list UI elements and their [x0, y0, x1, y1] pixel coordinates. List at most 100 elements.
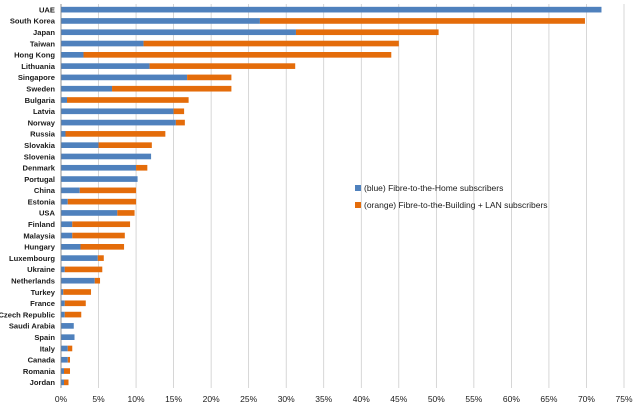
category-label-denmark: Denmark [23, 164, 56, 173]
x-tick-label-1: 5% [92, 394, 105, 404]
bar-jordan-series-0 [61, 379, 65, 386]
category-label-bulgaria: Bulgaria [25, 96, 56, 105]
category-label-ukraine: Ukraine [27, 265, 55, 274]
bar-hong-kong-series-0 [61, 52, 84, 58]
x-tick-label-11: 55% [465, 394, 482, 404]
bar-spain-series-0 [61, 334, 75, 340]
category-label-hong-kong: Hong Kong [14, 51, 55, 60]
bar-sweden-series-0 [61, 85, 113, 92]
category-label-slovakia: Slovakia [24, 141, 56, 150]
category-label-italy: Italy [40, 344, 56, 353]
category-label-sweden: Sweden [26, 85, 55, 94]
bar-romania-series-1 [64, 368, 71, 374]
x-tick-labels: 0% 5% 10% 15% 20% 25% 30% 35% 40% 45% 50% 55% 60% 65%… [55, 394, 633, 404]
category-label-china: China [34, 186, 56, 195]
bar-finland-series-1 [72, 221, 131, 228]
category-label-saudi-arabia: Saudi Arabia [9, 322, 56, 331]
legend: (blue) Fibre-to-the-Home subscribers (or… [355, 183, 548, 210]
bar-turkey-series-1 [63, 289, 92, 295]
x-tick-label-3: 15% [165, 394, 182, 404]
category-label-usa: USA [39, 209, 56, 218]
gridlines [60, 4, 625, 388]
category-label-france: France [30, 299, 55, 308]
legend-label-fth: (blue) Fibre-to-the-Home subscribers [364, 183, 503, 193]
category-label-netherlands: Netherlands [11, 277, 55, 286]
bar-ukraine-series-0 [61, 266, 65, 273]
bar-romania-series-0 [61, 368, 65, 374]
bar-czech-republic-series-1 [64, 311, 82, 318]
bar-taiwan-series-1 [143, 40, 399, 47]
x-tick-label-5: 25% [240, 394, 257, 404]
category-label-japan: Japan [33, 28, 55, 37]
category-label-slovenia: Slovenia [24, 152, 56, 161]
category-label-czech-republic: Czech Republic [0, 310, 55, 319]
bar-latvia-series-0 [61, 108, 174, 115]
category-label-portugal: Portugal [24, 175, 55, 184]
bar-denmark-series-1 [136, 164, 148, 171]
category-label-finland: Finland [28, 220, 55, 229]
bar-denmark-series-0 [61, 164, 137, 171]
bar-sweden-series-1 [112, 85, 232, 92]
bar-slovakia-series-1 [98, 142, 152, 148]
bars [61, 6, 602, 386]
bar-saudi-arabia-series-0 [61, 323, 74, 329]
category-label-luxembourg: Luxembourg [9, 254, 55, 263]
bar-lithuania-series-0 [61, 63, 150, 69]
x-tick-label-15: 75% [615, 394, 632, 404]
bar-hungary-series-1 [80, 244, 125, 250]
x-tick-label-9: 45% [390, 394, 407, 404]
bar-netherlands-series-0 [61, 277, 95, 284]
category-label-canada: Canada [28, 356, 56, 365]
bar-italy-series-1 [67, 345, 73, 352]
category-label-norway: Norway [28, 118, 56, 127]
bar-france-series-1 [64, 300, 86, 307]
x-tick-label-12: 60% [503, 394, 520, 404]
bar-lithuania-series-1 [149, 63, 296, 69]
bar-singapore-series-0 [61, 74, 188, 81]
x-tick-label-2: 10% [128, 394, 145, 404]
bar-canada-series-1 [67, 356, 71, 363]
bar-norway-series-0 [61, 119, 176, 126]
bar-usa-series-0 [61, 210, 118, 216]
bar-canada-series-0 [61, 356, 68, 363]
category-labels: UAE South Korea Japan Taiwan Hong Kong Lithua… [0, 5, 56, 387]
category-label-romania: Romania [23, 367, 56, 376]
bar-south-korea-series-1 [259, 18, 585, 24]
x-tick-label-7: 35% [315, 394, 332, 404]
bar-finland-series-0 [61, 221, 73, 228]
x-tick-label-10: 50% [428, 394, 445, 404]
category-label-malaysia: Malaysia [23, 231, 55, 240]
bar-netherlands-series-1 [94, 277, 101, 284]
bar-japan-series-1 [295, 29, 439, 36]
bar-malaysia-series-1 [72, 232, 125, 239]
bar-singapore-series-1 [187, 74, 232, 81]
category-label-spain: Spain [34, 333, 55, 342]
bar-luxembourg-series-0 [61, 255, 98, 261]
bar-estonia-series-1 [67, 198, 137, 205]
category-label-lithuania: Lithuania [21, 62, 56, 71]
bar-norway-series-1 [175, 119, 185, 126]
bar-jordan-series-1 [64, 379, 69, 386]
legend-swatch-fth [355, 185, 361, 191]
bar-estonia-series-0 [61, 198, 68, 205]
bar-russia-series-0 [61, 131, 66, 137]
category-label-uae: UAE [39, 5, 55, 14]
bar-china-series-1 [79, 187, 137, 194]
bar-latvia-series-1 [173, 108, 185, 115]
bar-malaysia-series-0 [61, 232, 73, 239]
bar-hungary-series-0 [61, 244, 81, 250]
bar-france-series-0 [61, 300, 65, 307]
bar-italy-series-0 [61, 345, 68, 352]
category-label-singapore: Singapore [18, 73, 55, 82]
category-label-latvia: Latvia [33, 107, 56, 116]
bar-hong-kong-series-1 [83, 52, 392, 58]
bar-south-korea-series-0 [61, 18, 260, 24]
bar-russia-series-1 [65, 131, 166, 137]
bar-bulgaria-series-1 [67, 97, 189, 103]
bar-portugal-series-0 [61, 176, 138, 182]
bar-uae-series-0 [61, 6, 602, 13]
x-tick-label-4: 20% [203, 394, 220, 404]
x-tick-label-8: 40% [353, 394, 370, 404]
category-label-turkey: Turkey [31, 288, 56, 297]
